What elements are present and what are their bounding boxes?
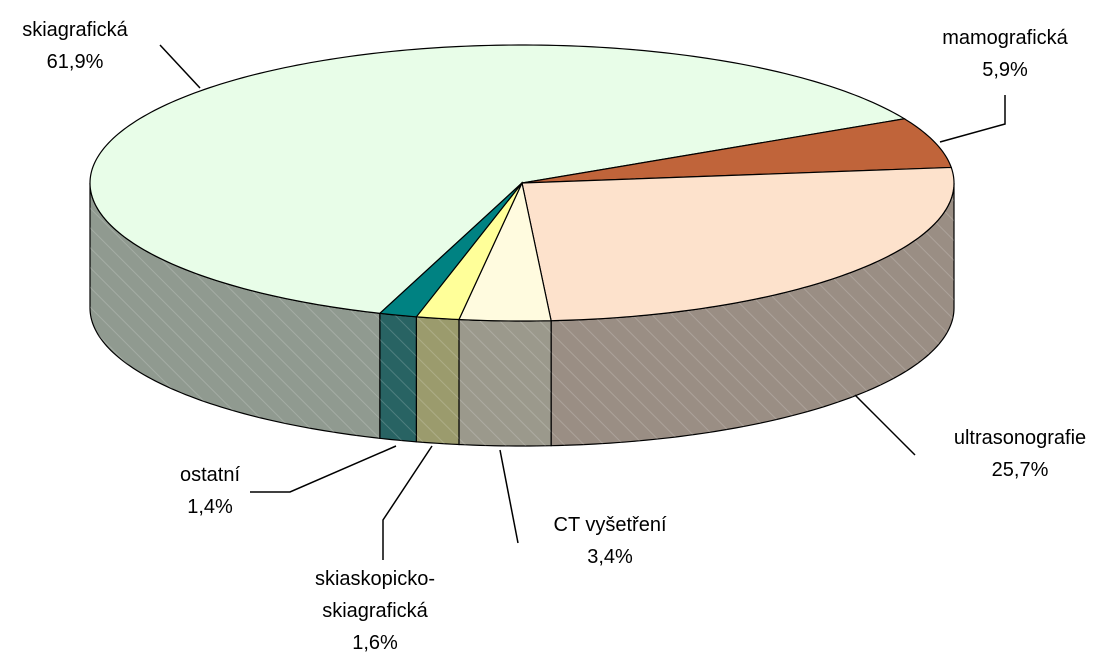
value-label: 3,4% (587, 546, 633, 568)
slice (521, 166, 955, 322)
leader-line (939, 95, 1006, 143)
slice-side-hatch (458, 319, 552, 446)
leader-line (159, 44, 201, 89)
leaders (159, 44, 1006, 560)
value-label: 1,4% (187, 496, 233, 518)
value-label: 1,6% (352, 632, 398, 654)
slice-side-hatch (551, 183, 954, 446)
category-label: ultrasonografie (953, 427, 1087, 449)
data-label: ostatní 1,4% (150, 459, 270, 523)
category-label: ostatní (179, 464, 241, 486)
slice (458, 181, 552, 322)
category-label: skiaskopicko-skiagrafická (314, 568, 436, 622)
slice-side-hatch (416, 316, 459, 445)
value-label: 5,9% (982, 59, 1028, 81)
slice (521, 118, 953, 184)
leader-line (854, 394, 916, 456)
slice (378, 182, 523, 318)
leader-line (250, 445, 397, 493)
data-label: CT vyšetření 3,4% (520, 509, 700, 573)
category-label: skiagrafická (22, 19, 128, 41)
value-label: 25,7% (991, 459, 1049, 481)
category-label: mamografická (942, 27, 1068, 49)
value-label: 61,9% (46, 51, 104, 73)
slice-side-hatch (90, 183, 380, 439)
leader-line (382, 445, 433, 560)
slices (89, 44, 955, 447)
data-label: skiaskopicko-skiagrafická 1,6% (290, 563, 460, 657)
slice-side-hatch (379, 313, 417, 442)
leader-line (499, 449, 519, 544)
data-label: ultrasonografie 25,7% (930, 422, 1106, 486)
category-label: CT vyšetření (553, 514, 667, 536)
data-label: mamografická 5,9% (925, 22, 1085, 86)
data-label: skiagrafická 61,9% (0, 14, 155, 78)
slice (89, 44, 907, 314)
